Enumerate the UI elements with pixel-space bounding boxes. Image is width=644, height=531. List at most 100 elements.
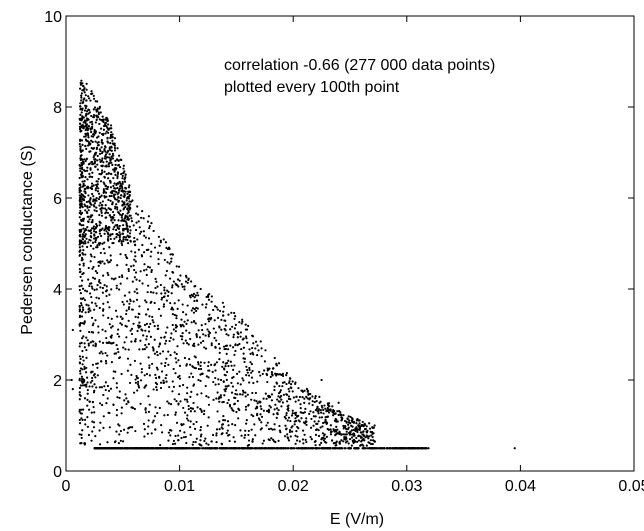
data-point bbox=[224, 324, 227, 327]
data-point bbox=[82, 182, 85, 185]
data-point bbox=[104, 388, 107, 392]
data-point bbox=[152, 321, 155, 324]
data-point bbox=[367, 441, 370, 444]
data-point bbox=[197, 378, 200, 382]
data-point bbox=[84, 371, 88, 374]
data-point bbox=[244, 395, 247, 398]
data-point bbox=[363, 428, 367, 431]
data-point bbox=[81, 429, 84, 432]
data-point bbox=[215, 441, 218, 444]
data-point bbox=[122, 219, 125, 222]
data-point bbox=[222, 345, 226, 348]
data-point bbox=[185, 364, 188, 367]
data-point bbox=[109, 180, 112, 183]
data-point bbox=[87, 278, 90, 281]
data-point bbox=[239, 331, 243, 334]
data-point bbox=[105, 116, 108, 119]
data-point bbox=[81, 235, 84, 238]
data-point bbox=[88, 400, 91, 403]
data-point bbox=[205, 442, 208, 445]
data-point bbox=[309, 426, 313, 429]
data-point bbox=[175, 352, 178, 356]
data-point bbox=[133, 268, 136, 272]
data-point bbox=[222, 361, 225, 364]
data-point bbox=[141, 348, 144, 351]
data-point bbox=[135, 298, 139, 301]
data-point bbox=[107, 123, 110, 126]
data-point bbox=[320, 416, 324, 419]
data-point bbox=[81, 108, 84, 111]
data-point bbox=[121, 177, 124, 180]
data-point bbox=[149, 322, 152, 325]
data-point bbox=[130, 250, 133, 253]
data-point bbox=[197, 329, 200, 332]
data-point bbox=[114, 173, 117, 176]
data-point bbox=[216, 316, 220, 319]
data-point bbox=[158, 342, 162, 345]
data-point bbox=[94, 140, 97, 143]
data-point bbox=[80, 302, 83, 305]
data-point bbox=[262, 397, 265, 400]
data-point bbox=[94, 153, 97, 156]
data-point bbox=[86, 398, 89, 401]
data-point bbox=[237, 407, 240, 411]
data-point bbox=[199, 435, 203, 438]
data-point bbox=[357, 439, 361, 442]
data-point bbox=[85, 200, 88, 204]
data-point bbox=[259, 413, 262, 416]
data-point bbox=[128, 184, 131, 187]
data-point bbox=[107, 198, 110, 201]
data-point bbox=[78, 191, 81, 194]
data-point bbox=[327, 411, 331, 414]
data-point bbox=[357, 424, 360, 427]
data-point bbox=[100, 211, 103, 214]
data-point bbox=[87, 118, 90, 121]
data-point bbox=[275, 447, 279, 450]
data-point bbox=[85, 385, 88, 388]
data-point bbox=[182, 436, 186, 439]
data-point bbox=[217, 383, 220, 386]
data-point bbox=[87, 304, 90, 307]
data-point bbox=[89, 167, 92, 170]
data-point bbox=[344, 433, 347, 436]
data-point bbox=[119, 209, 122, 212]
data-point bbox=[225, 431, 228, 435]
data-point bbox=[295, 439, 299, 442]
data-point bbox=[82, 359, 85, 362]
data-point bbox=[89, 381, 92, 384]
data-point bbox=[259, 428, 262, 431]
data-point bbox=[326, 427, 329, 431]
data-point bbox=[264, 392, 267, 395]
data-point bbox=[326, 447, 329, 450]
data-point bbox=[89, 309, 92, 312]
data-point bbox=[80, 436, 83, 440]
data-point bbox=[239, 383, 242, 386]
data-point bbox=[172, 367, 175, 371]
data-point bbox=[314, 397, 317, 400]
data-point bbox=[189, 280, 193, 283]
data-point bbox=[183, 411, 187, 414]
data-point bbox=[322, 412, 325, 415]
data-point bbox=[360, 439, 364, 442]
data-point bbox=[234, 392, 237, 396]
data-point bbox=[88, 307, 91, 310]
data-point bbox=[92, 198, 95, 201]
data-point bbox=[119, 196, 122, 200]
data-point bbox=[199, 379, 202, 382]
data-point bbox=[226, 370, 229, 374]
data-point bbox=[150, 270, 153, 274]
data-point bbox=[106, 354, 109, 357]
data-point bbox=[92, 247, 95, 250]
data-point bbox=[91, 241, 95, 244]
data-point bbox=[140, 216, 143, 219]
data-point bbox=[199, 287, 202, 291]
data-point bbox=[177, 376, 180, 379]
data-point bbox=[81, 349, 84, 353]
data-point bbox=[107, 235, 110, 239]
data-point bbox=[295, 430, 298, 433]
data-point bbox=[102, 189, 105, 193]
data-point bbox=[266, 380, 269, 384]
data-point bbox=[237, 447, 240, 450]
data-point bbox=[257, 349, 260, 352]
data-point bbox=[91, 324, 94, 327]
